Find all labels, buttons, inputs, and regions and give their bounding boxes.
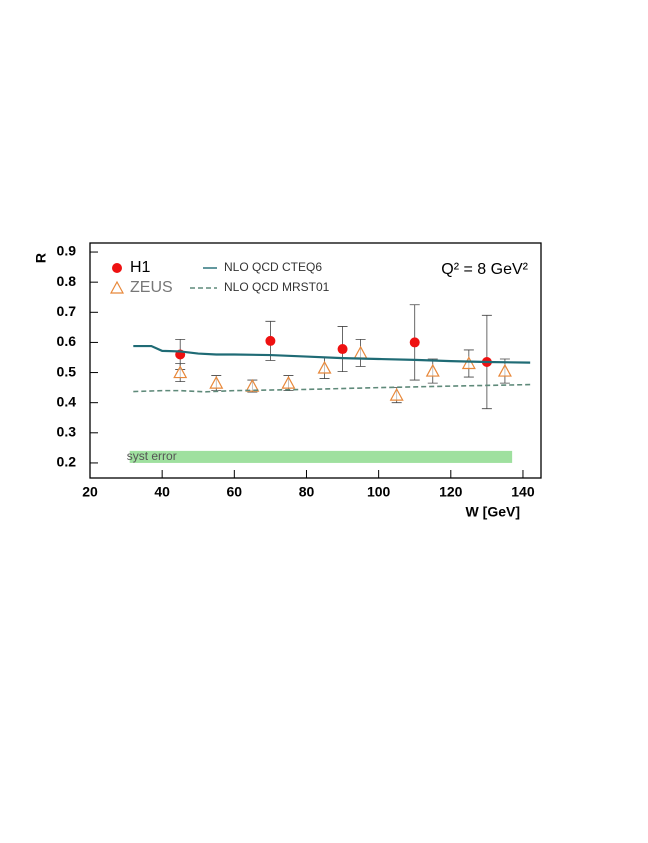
point	[245, 378, 260, 392]
x-axis-label: W [GeV]	[466, 504, 520, 520]
y-tick-label: 0.8	[57, 273, 77, 289]
syst-band	[129, 450, 513, 463]
point	[389, 387, 404, 401]
legend-label: NLO QCD MRST01	[224, 280, 330, 294]
point	[209, 375, 224, 389]
y-tick-label: 0.7	[57, 303, 77, 319]
point	[409, 337, 420, 348]
y-tick-label: 0.3	[57, 424, 77, 440]
x-tick-label: 140	[511, 484, 535, 500]
x-tick-label: 20	[82, 484, 98, 500]
point	[337, 344, 348, 355]
x-tick-label: 60	[227, 484, 243, 500]
legend-label: H1	[130, 259, 151, 276]
annotation: Q² = 8 GeV²	[441, 261, 528, 278]
point	[173, 365, 188, 379]
point	[281, 375, 296, 389]
point	[497, 363, 512, 377]
point	[353, 345, 368, 359]
y-tick-label: 0.5	[57, 363, 77, 379]
x-tick-label: 40	[154, 484, 170, 500]
y-axis-label: R	[33, 253, 49, 263]
point	[425, 363, 440, 377]
curve	[133, 344, 531, 364]
x-tick-label: 120	[439, 484, 463, 500]
x-tick-label: 100	[367, 484, 391, 500]
syst-label: syst error	[127, 449, 177, 463]
plot-frame	[89, 242, 542, 479]
legend-label: ZEUS	[130, 279, 173, 296]
x-tick-label: 80	[299, 484, 315, 500]
y-tick-label: 0.2	[57, 454, 77, 470]
point	[265, 335, 276, 346]
y-tick-label: 0.9	[57, 243, 77, 259]
point	[317, 360, 332, 374]
y-tick-label: 0.4	[57, 393, 77, 409]
legend-label: NLO QCD CTEQ6	[224, 260, 322, 274]
curve	[133, 383, 531, 393]
point	[461, 356, 476, 370]
legend-marker	[112, 263, 122, 273]
y-tick-label: 0.6	[57, 333, 77, 349]
legend-marker	[109, 280, 125, 294]
